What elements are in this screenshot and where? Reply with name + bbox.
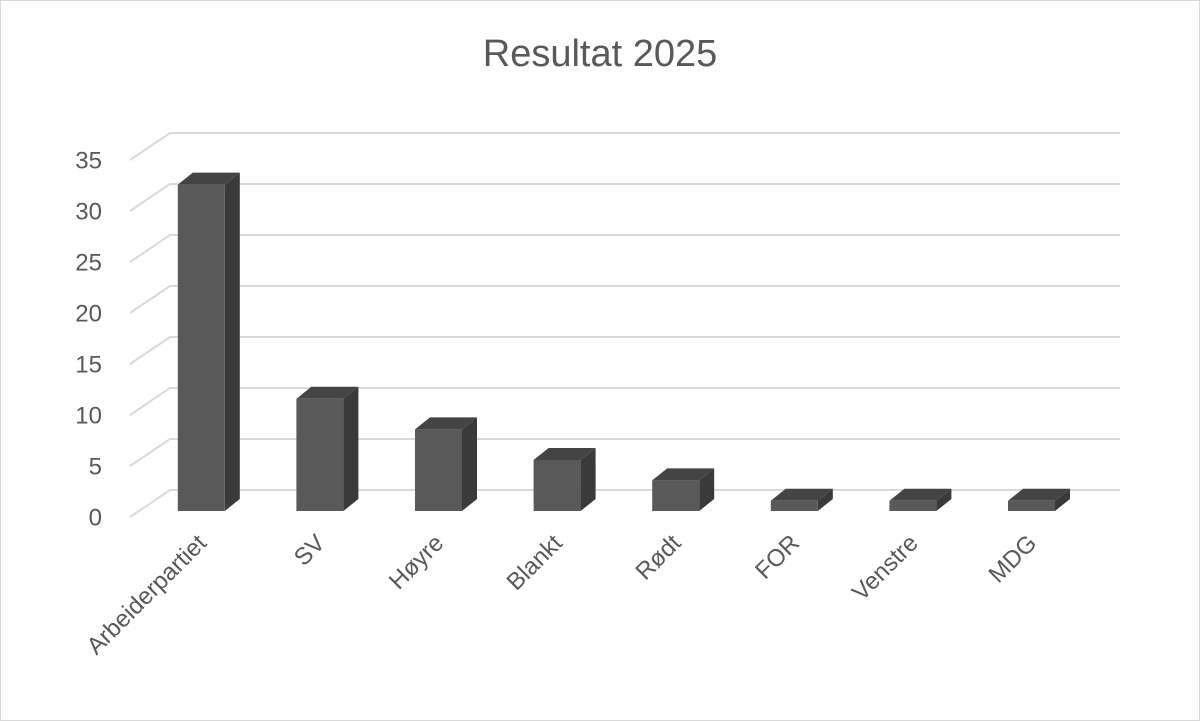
y-tick-label: 25	[75, 249, 102, 276]
bar-top	[296, 386, 359, 399]
grid-line	[129, 132, 1120, 161]
bar-top	[533, 448, 596, 460]
grid-line	[129, 285, 1120, 314]
y-tick-label: 15	[75, 351, 102, 378]
bar	[533, 448, 596, 511]
bar	[296, 386, 359, 511]
grid-line	[129, 387, 1120, 416]
bar-front	[889, 500, 937, 511]
bar-side	[343, 386, 359, 511]
bar-top	[889, 488, 952, 501]
bar	[1008, 488, 1070, 511]
bar-front	[1008, 500, 1055, 511]
chart-title: Resultat 2025	[483, 33, 718, 75]
y-tick-label: 0	[89, 504, 102, 531]
bar-front	[652, 480, 700, 511]
bar-side	[699, 468, 715, 511]
y-tick-label: 5	[89, 453, 102, 480]
bar-side	[224, 172, 240, 511]
bar-top	[652, 468, 715, 481]
bar-side	[580, 448, 596, 511]
bar	[415, 417, 477, 511]
y-tick-label: 30	[75, 198, 102, 225]
bar-front	[296, 398, 344, 511]
grid-line	[129, 336, 1120, 365]
bar	[889, 488, 952, 511]
bar	[177, 172, 240, 511]
bar-top	[1008, 488, 1070, 501]
bar-front	[415, 429, 462, 511]
bar-side	[462, 417, 477, 511]
bar-side	[1055, 488, 1070, 511]
y-tick-label: 20	[75, 300, 102, 327]
bar-side	[817, 488, 833, 511]
y-tick-label: 35	[75, 147, 102, 174]
bar	[652, 468, 715, 511]
grid-line	[129, 183, 1120, 212]
bar-front	[177, 184, 225, 511]
grid-line	[129, 234, 1120, 263]
bar-top	[770, 488, 833, 501]
bar-side	[936, 488, 952, 511]
bar-top	[415, 417, 477, 430]
bar-front	[770, 500, 818, 511]
y-tick-label: 10	[75, 402, 102, 429]
grid-line	[129, 438, 1120, 467]
bar	[770, 488, 833, 511]
bar-front	[533, 460, 581, 511]
bar-top	[177, 172, 240, 185]
